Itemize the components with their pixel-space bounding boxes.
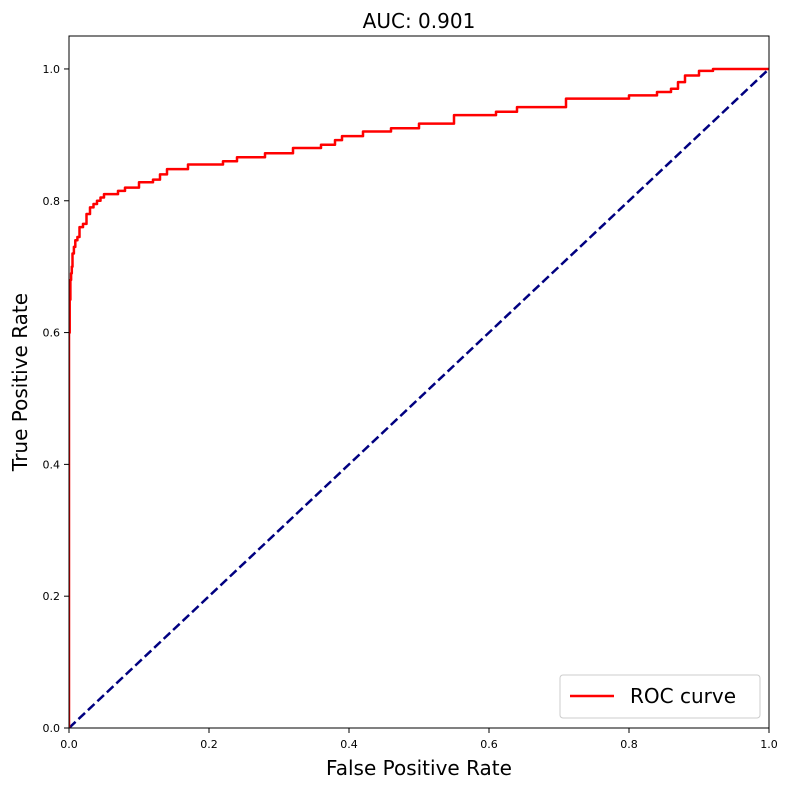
- legend-label-roc: ROC curve: [630, 684, 736, 708]
- chart-title: AUC: 0.901: [363, 9, 476, 33]
- x-tick-label: 0.8: [620, 738, 638, 751]
- x-axis-ticks: 0.0 0.2 0.4 0.6 0.8 1.0: [60, 728, 778, 751]
- x-tick-label: 0.4: [340, 738, 358, 751]
- y-tick-label: 0.0: [43, 722, 61, 735]
- plot-content: [69, 67, 769, 728]
- y-tick-label: 1.0: [43, 63, 61, 76]
- x-axis-label: False Positive Rate: [326, 756, 512, 780]
- y-tick-label: 0.4: [43, 458, 61, 471]
- x-tick-label: 1.0: [760, 738, 778, 751]
- y-tick-label: 0.6: [43, 327, 61, 340]
- legend: ROC curve: [559, 674, 761, 719]
- roc-curve-line: [69, 67, 769, 728]
- y-axis-ticks: 0.0 0.2 0.4 0.6 0.8 1.0: [43, 63, 69, 735]
- y-axis-label: True Positive Rate: [8, 293, 32, 472]
- chance-diagonal-line: [69, 68, 769, 728]
- x-tick-label: 0.0: [60, 738, 78, 751]
- y-tick-label: 0.8: [43, 195, 61, 208]
- axes-frame: [68, 35, 770, 729]
- x-tick-label: 0.2: [200, 738, 218, 751]
- y-tick-label: 0.2: [43, 590, 61, 603]
- x-tick-label: 0.6: [480, 738, 498, 751]
- legend-box: [559, 674, 761, 719]
